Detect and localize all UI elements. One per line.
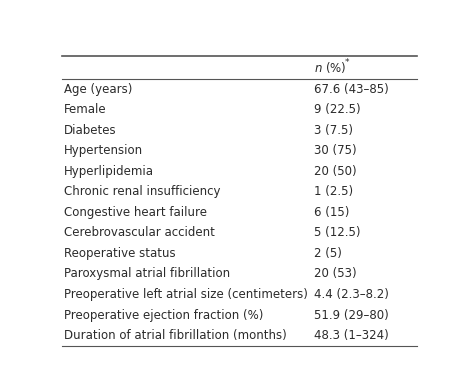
Text: Cerebrovascular accident: Cerebrovascular accident <box>64 226 215 240</box>
Text: 6 (15): 6 (15) <box>313 206 349 219</box>
Text: 3 (7.5): 3 (7.5) <box>313 123 353 136</box>
Text: $n$ (%): $n$ (%) <box>313 60 346 75</box>
Text: Preoperative ejection fraction (%): Preoperative ejection fraction (%) <box>64 309 263 321</box>
Text: 20 (50): 20 (50) <box>313 165 356 178</box>
Text: 67.6 (43–85): 67.6 (43–85) <box>313 82 388 96</box>
Text: 4.4 (2.3–8.2): 4.4 (2.3–8.2) <box>313 288 389 301</box>
Text: 9 (22.5): 9 (22.5) <box>313 103 360 116</box>
Text: Congestive heart failure: Congestive heart failure <box>64 206 207 219</box>
Text: Female: Female <box>64 103 106 116</box>
Text: Duration of atrial fibrillation (months): Duration of atrial fibrillation (months) <box>64 329 287 342</box>
Text: 51.9 (29–80): 51.9 (29–80) <box>313 309 388 321</box>
Text: Diabetes: Diabetes <box>64 123 116 136</box>
Text: Paroxysmal atrial fibrillation: Paroxysmal atrial fibrillation <box>64 267 230 280</box>
Text: Hyperlipidemia: Hyperlipidemia <box>64 165 154 178</box>
Text: 20 (53): 20 (53) <box>313 267 356 280</box>
Text: 1 (2.5): 1 (2.5) <box>313 185 353 198</box>
Text: 5 (12.5): 5 (12.5) <box>313 226 360 240</box>
Text: 48.3 (1–324): 48.3 (1–324) <box>313 329 388 342</box>
Text: Reoperative status: Reoperative status <box>64 247 176 260</box>
Text: 2 (5): 2 (5) <box>313 247 341 260</box>
Text: Age (years): Age (years) <box>64 82 132 96</box>
Text: *: * <box>345 58 349 67</box>
Text: Preoperative left atrial size (centimeters): Preoperative left atrial size (centimete… <box>64 288 308 301</box>
Text: Chronic renal insufficiency: Chronic renal insufficiency <box>64 185 220 198</box>
Text: 30 (75): 30 (75) <box>313 144 356 157</box>
Text: Hypertension: Hypertension <box>64 144 143 157</box>
